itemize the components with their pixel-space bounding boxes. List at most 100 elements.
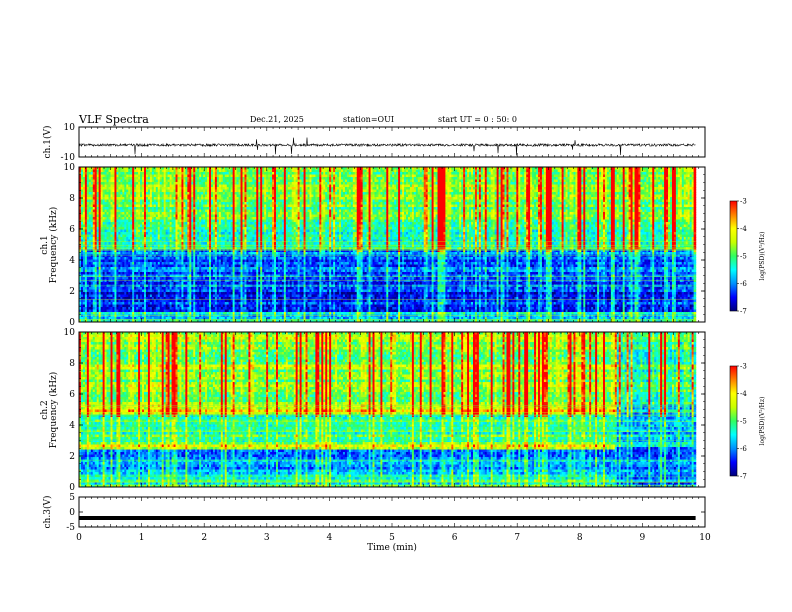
spectrogram-cell bbox=[90, 279, 94, 283]
spectrogram-cell bbox=[114, 292, 118, 296]
spectrogram-cell bbox=[104, 227, 108, 231]
spectrogram-cell bbox=[116, 252, 119, 256]
spectrogram-cell bbox=[96, 184, 100, 188]
spectrogram-cell bbox=[145, 304, 149, 308]
spectrogram-cell bbox=[112, 234, 116, 238]
spectrogram-cell bbox=[151, 167, 155, 171]
spectrogram-cell bbox=[124, 302, 127, 306]
spectrogram-cell bbox=[134, 187, 137, 191]
spectrogram-cell bbox=[151, 202, 155, 206]
spectrogram-cell bbox=[128, 247, 131, 251]
spectrogram-cell bbox=[86, 289, 90, 293]
spectrogram-cell bbox=[138, 207, 141, 211]
spectrogram-cell bbox=[94, 232, 98, 236]
spectrogram-cell bbox=[118, 239, 121, 243]
spectrogram-cell bbox=[112, 189, 116, 193]
spectrogram-cell bbox=[96, 307, 100, 311]
spectrogram-cell bbox=[80, 169, 84, 173]
spectrogram-cell bbox=[79, 189, 82, 193]
spectrogram-cell bbox=[153, 177, 157, 181]
spectrogram-cell bbox=[114, 314, 118, 318]
spectrogram-cell bbox=[126, 272, 129, 276]
spectrogram-cell bbox=[80, 299, 84, 303]
spectrogram-cell bbox=[84, 267, 88, 271]
spectrogram-cell bbox=[145, 269, 149, 273]
spectrogram-cell bbox=[124, 194, 127, 198]
spectrogram-cell bbox=[147, 199, 151, 203]
spectrogram-cell bbox=[145, 279, 149, 283]
spectrogram-cell bbox=[138, 177, 141, 181]
spectrogram-cell bbox=[102, 252, 106, 256]
spectrogram-cell bbox=[84, 177, 88, 181]
spectrogram-cell bbox=[114, 219, 118, 223]
spectrogram-cell bbox=[98, 184, 102, 188]
spectrogram-cell bbox=[138, 187, 141, 191]
spectrogram-cell bbox=[151, 194, 155, 198]
spectrogram-cell bbox=[140, 174, 143, 178]
spectrogram-cell bbox=[96, 187, 100, 191]
spectrogram-cell bbox=[88, 304, 92, 308]
spectrogram-cell bbox=[106, 302, 110, 306]
spectrogram-cell bbox=[147, 264, 151, 268]
spectrogram-cell bbox=[110, 272, 114, 276]
spectrogram-cell bbox=[110, 242, 114, 246]
spectrogram-cell bbox=[106, 219, 110, 223]
spectrogram-cell bbox=[130, 302, 133, 306]
spectrogram-cell bbox=[142, 192, 145, 196]
spectrogram-cell bbox=[104, 267, 108, 271]
spectrogram-cell bbox=[144, 237, 147, 241]
spectrogram-cell bbox=[96, 177, 100, 181]
spectrogram-cell bbox=[80, 274, 84, 278]
spectrogram-cell bbox=[145, 192, 149, 196]
spectrogram-cell bbox=[82, 174, 86, 178]
spectrogram-cell bbox=[112, 317, 116, 321]
spectrogram-cell bbox=[122, 312, 125, 316]
spectrogram-cell bbox=[136, 177, 139, 181]
spectrogram-cell bbox=[98, 227, 102, 231]
spectrogram-cell bbox=[79, 229, 82, 233]
spectrogram-cell bbox=[136, 317, 139, 321]
spectrogram-cell bbox=[132, 309, 135, 313]
spectrogram-cell bbox=[90, 209, 94, 213]
spectrogram-cell bbox=[128, 189, 131, 193]
spectrogram-cell bbox=[112, 212, 116, 216]
spectrogram-cell bbox=[128, 277, 131, 281]
spectrogram-cell bbox=[118, 224, 121, 228]
spectrogram-cell bbox=[122, 197, 125, 201]
spectrogram-cell bbox=[88, 249, 92, 253]
spectrogram-cell bbox=[128, 172, 131, 176]
spectrogram-cell bbox=[108, 244, 112, 248]
spectrogram-cell bbox=[98, 209, 102, 213]
spectrogram-cell bbox=[98, 214, 102, 218]
spectrogram-cell bbox=[136, 312, 139, 316]
spectrogram-cell bbox=[86, 299, 90, 303]
spectrogram-cell bbox=[147, 304, 151, 308]
spectrogram-cell bbox=[82, 244, 86, 248]
spectrogram-cell bbox=[126, 194, 129, 198]
spectrogram-cell bbox=[144, 202, 147, 206]
spectrogram-cell bbox=[144, 214, 147, 218]
spectrogram-cell bbox=[132, 169, 135, 173]
spectrogram-cell bbox=[151, 289, 155, 293]
spectrogram-cell bbox=[116, 307, 119, 311]
spectrogram-cell bbox=[79, 192, 82, 196]
spectrogram-cell bbox=[144, 197, 147, 201]
spectrogram-cell bbox=[142, 269, 145, 273]
spectrogram-cell bbox=[98, 249, 102, 253]
spectrogram-cell bbox=[100, 299, 104, 303]
spectrogram-cell bbox=[82, 289, 86, 293]
spectrogram-cell bbox=[102, 217, 106, 221]
spectrogram-cell bbox=[92, 277, 96, 281]
spectrogram-cell bbox=[104, 229, 108, 233]
spectrogram-cell bbox=[132, 252, 135, 256]
spectrogram-cell bbox=[153, 192, 157, 196]
spectrogram-cell bbox=[90, 207, 94, 211]
spectrogram-cell bbox=[106, 167, 110, 171]
spectrogram-cell bbox=[130, 312, 133, 316]
spectrogram-cell bbox=[147, 212, 151, 216]
spectrogram-cell bbox=[118, 317, 121, 321]
spectrogram-cell bbox=[110, 182, 114, 186]
spectrogram-cell bbox=[147, 219, 151, 223]
spectrogram-cell bbox=[112, 187, 116, 191]
spectrogram-cell bbox=[124, 202, 127, 206]
